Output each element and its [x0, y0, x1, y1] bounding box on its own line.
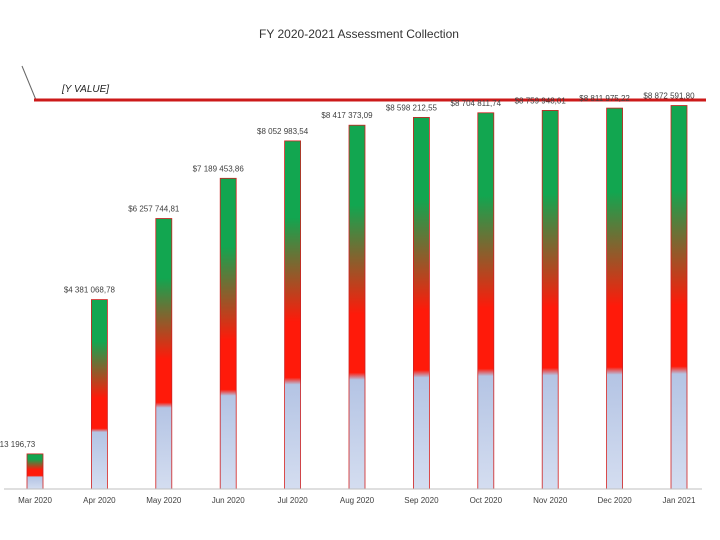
- x-tick-label: Jun 2020: [212, 496, 245, 505]
- data-label: $8 811 975,22: [579, 94, 630, 103]
- x-tick-label: Nov 2020: [533, 496, 568, 505]
- x-tick-label: May 2020: [146, 496, 182, 505]
- annotation-leader-line: [21, 65, 37, 101]
- bar-sep-2020: [412, 117, 430, 490]
- bar-nov-2020: [541, 110, 559, 490]
- x-tick-label: Sep 2020: [404, 496, 439, 505]
- data-label: $8 598 212,55: [386, 103, 438, 112]
- x-tick-label: Aug 2020: [340, 496, 375, 505]
- chart-title: FY 2020-2021 Assessment Collection: [259, 27, 459, 41]
- data-label: $6 257 744,81: [128, 205, 180, 214]
- bar-may-2020: [155, 218, 173, 490]
- x-tick-label: Mar 2020: [18, 496, 52, 505]
- annotation-label: [Y VALUE]: [61, 84, 109, 95]
- data-label: $8 704 811,74: [451, 99, 502, 108]
- bar-aug-2020: [348, 124, 366, 490]
- x-tick-label: Jan 2021: [663, 496, 696, 505]
- bars-group: [26, 105, 688, 490]
- data-label: $8 872 591,80: [643, 92, 695, 101]
- data-label: $8 759 948,01: [515, 96, 567, 105]
- x-tick-label: Dec 2020: [597, 496, 632, 505]
- bar-jan-2021: [670, 105, 688, 490]
- data-label: $7 189 453,86: [193, 164, 245, 173]
- data-label: $813 196,73: [0, 440, 36, 449]
- bar-jun-2020: [219, 177, 237, 490]
- data-labels: $813 196,73 $4 381 068,78 $6 257 744,81 $7 …: [0, 92, 695, 449]
- x-tick-labels: Mar 2020 Apr 2020 May 2020 Jun 2020 Jul 2020…: [18, 496, 696, 505]
- data-label: $8 052 983,54: [257, 127, 309, 136]
- bar-mar-2020: [26, 453, 44, 490]
- bar-dec-2020: [606, 107, 623, 490]
- bar-apr-2020: [91, 299, 108, 490]
- data-label: $8 417 373,09: [321, 111, 373, 120]
- data-label: $4 381 068,78: [64, 286, 116, 295]
- x-tick-label: Apr 2020: [83, 496, 116, 505]
- x-tick-label: Oct 2020: [470, 496, 503, 505]
- bar-jul-2020: [284, 140, 302, 490]
- x-tick-label: Jul 2020: [277, 496, 308, 505]
- bar-oct-2020: [477, 112, 495, 490]
